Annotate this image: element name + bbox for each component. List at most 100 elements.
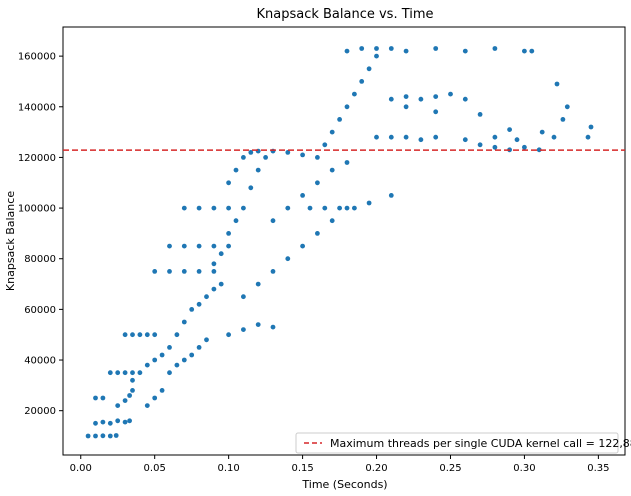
scatter-point [507, 127, 512, 132]
scatter-point [403, 134, 409, 140]
scatter-point [233, 218, 239, 224]
scatter-point [248, 150, 254, 155]
legend-label: Maximum threads per single CUDA kernel c… [330, 437, 631, 450]
scatter-point [374, 46, 379, 51]
scatter-point [122, 332, 128, 338]
scatter-point [300, 152, 305, 158]
scatter-point [585, 134, 591, 140]
scatter-point [403, 48, 409, 54]
scatter-point [285, 256, 291, 262]
chart-title: Knapsack Balance vs. Time [256, 7, 433, 22]
scatter-point [211, 261, 217, 267]
y-tick-label: 100000 [18, 204, 56, 215]
legend: Maximum threads per single CUDA kernel c… [295, 432, 631, 454]
scatter-point [130, 370, 135, 376]
scatter-point [255, 322, 261, 327]
scatter-point [285, 150, 291, 155]
scatter-point [130, 388, 135, 393]
scatter-point [107, 433, 113, 439]
scatter-point [167, 269, 172, 274]
scatter-point [329, 218, 335, 224]
scatter-point [226, 243, 232, 249]
scatter-point [152, 332, 158, 338]
scatter-point [107, 420, 113, 426]
scatter-point [374, 53, 379, 59]
scatter-point [433, 46, 439, 51]
scatter-point [226, 205, 232, 211]
scatter-point [211, 269, 217, 274]
scatter-point [241, 205, 246, 211]
scatter-point [270, 269, 276, 274]
scatter-point [93, 420, 98, 426]
scatter-point [263, 155, 268, 160]
x-tick-label: 0.00 [70, 463, 92, 474]
scatter-point [152, 269, 158, 274]
scatter-point [352, 205, 357, 211]
scatter-point [492, 134, 498, 140]
y-tick-label: 120000 [18, 153, 56, 164]
y-tick-label: 20000 [24, 406, 56, 417]
scatter-point [196, 269, 202, 274]
scatter-point [211, 205, 217, 211]
y-axis: 20000 40000 60000 80000 100000 120000 140000 16… [18, 52, 63, 417]
x-tick-label: 0.30 [513, 463, 535, 474]
scatter-point [115, 403, 121, 408]
scatter-point [181, 269, 187, 274]
scatter-point [588, 124, 594, 130]
scatter-point [211, 243, 217, 249]
scatter-point [403, 104, 409, 110]
scatter-point [137, 332, 143, 338]
x-tick-label: 0.25 [439, 463, 461, 474]
scatter-point [189, 307, 195, 312]
scatter-point [388, 134, 394, 140]
scatter-point [204, 337, 209, 343]
scatter-point [127, 393, 132, 398]
scatter-point [226, 231, 232, 236]
x-tick-label: 0.20 [365, 463, 387, 474]
scatter-point [433, 109, 439, 115]
x-tick-label: 0.10 [218, 463, 240, 474]
scatter-point [285, 205, 291, 211]
scatter-point [344, 48, 350, 54]
scatter-point [255, 281, 261, 287]
scatter-point [85, 433, 91, 439]
y-axis-label: Knapsack Balance [4, 191, 17, 291]
scatter-point [315, 155, 320, 160]
plot-area [62, 26, 626, 456]
scatter-point [100, 419, 106, 425]
scatter-point [241, 294, 246, 300]
scatter-point [159, 352, 165, 358]
scatter-point [300, 193, 305, 198]
scatter-point [196, 243, 202, 249]
scatter-point [144, 332, 150, 338]
scatter-point [130, 332, 135, 338]
scatter-point [248, 185, 254, 191]
scatter-point [492, 46, 498, 51]
scatter-point [352, 91, 357, 97]
scatter-point [366, 66, 372, 72]
scatter-point [181, 205, 187, 211]
y-tick-label: 160000 [18, 52, 56, 63]
legend-box [295, 432, 619, 454]
scatter-point [366, 200, 372, 206]
scatter-point [100, 433, 106, 439]
scatter-point [127, 418, 132, 424]
scatter-point [418, 96, 424, 102]
scatter-point [181, 357, 187, 363]
x-axis-label: Time (Seconds) [301, 478, 387, 491]
scatter-point [337, 117, 342, 122]
scatter-point [226, 180, 232, 186]
scatter-point [152, 395, 158, 401]
scatter-point [255, 167, 261, 173]
scatter-point [115, 418, 121, 424]
scatter-point [167, 243, 172, 249]
scatter-point [462, 137, 468, 143]
scatter-point [462, 48, 468, 54]
scatter-point [329, 167, 335, 173]
scatter-point [93, 433, 98, 439]
scatter-point [315, 180, 320, 186]
scatter-point [100, 395, 106, 401]
scatter-point [181, 319, 187, 325]
scatter-point [167, 345, 172, 350]
scatter-point [144, 362, 150, 368]
